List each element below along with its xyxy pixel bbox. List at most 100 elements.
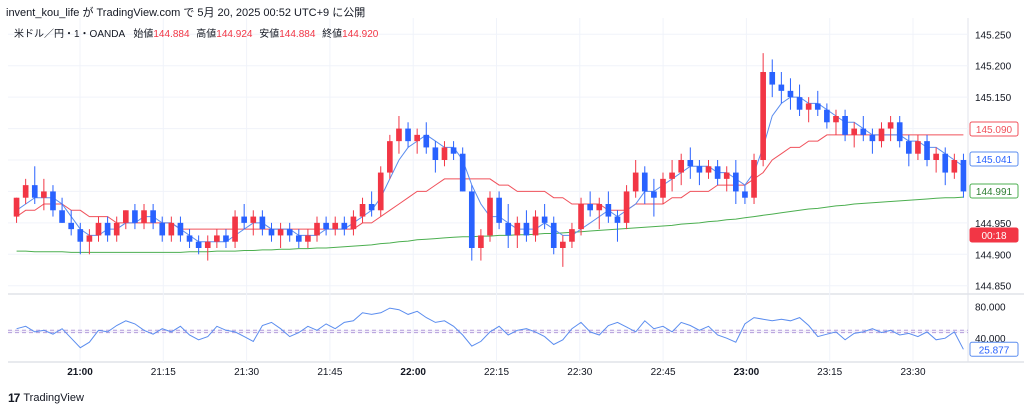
candle-body — [305, 235, 311, 242]
candle — [250, 210, 257, 236]
candle-body — [896, 122, 903, 142]
candle-body — [960, 160, 967, 192]
candle — [259, 210, 266, 236]
candle — [896, 116, 903, 148]
candle — [760, 53, 766, 167]
candle-body — [505, 222, 512, 236]
rsi-tag-box — [969, 341, 1019, 357]
price-tick-label: 144.950 — [975, 219, 1012, 230]
candle — [632, 160, 639, 198]
candle-body — [186, 235, 193, 242]
candle — [50, 185, 56, 217]
candle — [68, 210, 75, 236]
candle — [833, 109, 839, 135]
candle-body — [669, 172, 675, 179]
rsi-band — [8, 330, 968, 333]
candle — [223, 229, 229, 248]
candle-body — [733, 172, 739, 192]
candle — [842, 109, 848, 142]
time-tick-label: 23:00 — [734, 367, 760, 378]
candle — [159, 216, 166, 242]
candle-body — [532, 216, 539, 236]
candle-body — [168, 222, 175, 236]
candle-body — [778, 84, 785, 91]
rsi-line — [16, 307, 964, 350]
candle — [587, 191, 593, 217]
candle-body — [368, 204, 375, 211]
price-tag-box — [969, 121, 1019, 137]
candle-body — [541, 216, 548, 223]
candle-body — [496, 197, 502, 223]
price-tag-label: 145.041 — [976, 155, 1013, 166]
candle-body — [104, 222, 111, 236]
candle-body — [623, 191, 630, 223]
candle-body — [805, 103, 812, 110]
candle — [824, 103, 830, 129]
candle-body — [159, 222, 166, 236]
candle-body — [204, 241, 211, 248]
candle-body — [286, 229, 293, 236]
high-value: 144.924 — [216, 29, 253, 40]
candle — [387, 134, 393, 179]
candle-body — [869, 134, 876, 142]
publish-caption: invent_kou_life が TradingView.com で 5月 2… — [6, 7, 366, 19]
price-tag: 144.991 — [969, 183, 1019, 199]
candle-body — [814, 103, 821, 110]
candle-body — [31, 185, 38, 198]
candle — [113, 216, 120, 242]
candle-body — [223, 235, 229, 242]
candle — [122, 210, 129, 230]
symbol-label: 米ドル／円・1・OANDA — [14, 27, 125, 40]
candle-body — [432, 147, 439, 160]
footer-branding: 17 TradingView — [8, 391, 84, 405]
close-label: 終値 — [322, 27, 342, 40]
candle — [295, 229, 302, 248]
candle — [350, 210, 357, 236]
candle — [241, 204, 247, 230]
candle — [405, 122, 411, 148]
candle-body — [277, 229, 284, 236]
candle-body — [796, 97, 803, 110]
candle-body — [842, 116, 848, 135]
candle — [86, 229, 93, 255]
candle-body — [660, 178, 666, 198]
time-tick-label: 21:30 — [234, 367, 259, 378]
candle-body — [605, 204, 612, 217]
price-tag-label: 145.090 — [976, 125, 1013, 136]
candle-body — [405, 128, 411, 142]
candle — [168, 216, 175, 242]
brand-label: TradingView — [23, 392, 84, 404]
tradingview-logo-icon: 17 — [8, 391, 20, 405]
candle-body — [350, 216, 357, 230]
candle-body — [232, 216, 238, 242]
candle — [13, 197, 20, 223]
candle-body — [760, 72, 766, 160]
candle — [177, 216, 184, 242]
candle — [414, 128, 420, 154]
candle-body — [641, 172, 648, 192]
candle-body — [141, 210, 147, 223]
candle-body — [377, 172, 384, 211]
candle — [368, 191, 375, 217]
candle-body — [751, 160, 757, 198]
time-tick-label: 22:30 — [567, 367, 592, 378]
candle-body — [450, 147, 457, 154]
candle-body — [550, 222, 557, 248]
candle-body — [905, 141, 912, 154]
candle — [578, 197, 584, 236]
rsi-tag-label: 25.877 — [979, 345, 1010, 356]
ohlc-legend: 米ドル／円・1・OANDA 始値144.884 高値144.924 安値144.… — [14, 27, 379, 40]
candle-body — [632, 172, 639, 192]
candle-body — [614, 216, 621, 223]
candle — [723, 166, 730, 192]
candle-body — [50, 191, 56, 211]
candle — [95, 216, 102, 242]
candle — [641, 166, 648, 204]
candle-body — [687, 160, 694, 167]
open-label: 始値 — [133, 27, 153, 40]
candle — [669, 160, 675, 192]
candle — [468, 185, 475, 261]
candle — [787, 78, 794, 110]
candle — [277, 222, 284, 248]
